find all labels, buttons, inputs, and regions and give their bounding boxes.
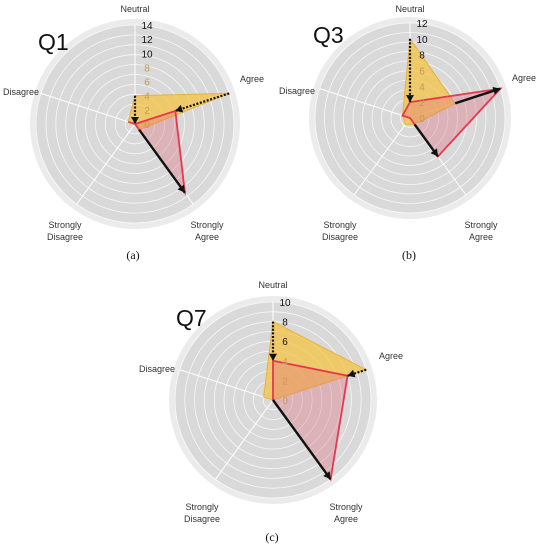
radial-tick-label: 10 (416, 35, 428, 46)
radial-tick-label: 4 (144, 92, 150, 103)
axis-label-agree: Agree (512, 73, 536, 83)
change-arrow-line (454, 87, 501, 105)
axis-label-neutral: Neutral (258, 280, 287, 290)
change-arrow-head (406, 95, 414, 103)
radial-tick-label: 8 (282, 318, 288, 329)
panel-title: Q7 (176, 305, 207, 331)
radial-tick-label: 10 (279, 298, 291, 309)
radial-tick-label: 2 (282, 376, 288, 387)
radial-tick-label: 14 (141, 21, 153, 32)
radar-spoke (319, 88, 411, 119)
radar-spoke (214, 399, 274, 480)
change-arrow-head (323, 471, 331, 480)
axis-label-strongly-agree: Strongly Agree (190, 220, 224, 242)
radial-tick-label: 2 (419, 98, 425, 109)
axis-label-strongly-disagree: Strongly Disagree (322, 220, 358, 242)
radial-tick-label: 0 (419, 114, 425, 125)
axis-label-agree: Agree (379, 351, 403, 361)
radar-panel-q7: 0 2 4 6 8 10 Neutral Agree Strongly Agree Strongly… (139, 280, 403, 544)
axis-label-disagree: Disagree (279, 86, 315, 96)
panel-title: Q3 (313, 22, 344, 48)
axis-label-strongly-agree: Strongly Agree (464, 220, 498, 242)
radial-tick-label: 4 (282, 357, 288, 368)
panel-title: Q1 (38, 29, 69, 55)
radial-tick-label: 6 (419, 67, 425, 78)
series-1-area (401, 37, 456, 125)
radial-tick-label: 12 (416, 19, 428, 30)
change-arrow-line (175, 92, 230, 112)
radial-tick-label: 8 (419, 51, 425, 62)
axis-label-neutral: Neutral (395, 4, 424, 14)
panel-caption: (b) (402, 248, 416, 262)
radar-spoke (40, 92, 136, 125)
axis-label-disagree: Disagree (139, 364, 175, 374)
radar-spoke (353, 117, 411, 196)
radial-tick-label: 2 (144, 106, 150, 117)
panel-caption: (a) (126, 248, 139, 262)
axis-label-disagree: Disagree (3, 87, 39, 97)
radar-spoke (76, 123, 136, 205)
radar-panel-q1: 0 2 4 6 8 10 12 14 Neutral Agree Strongly Agree Stro… (3, 4, 264, 262)
radial-tick-label: 8 (144, 63, 150, 74)
radial-tick-label: 4 (419, 82, 425, 93)
axis-label-strongly-disagree: Strongly Disagree (184, 502, 220, 524)
radial-tick-label: 12 (141, 35, 153, 46)
change-arrow-head (175, 104, 184, 113)
radial-tick-label: 0 (282, 396, 288, 407)
change-arrow-head (269, 353, 277, 361)
change-arrow-line (272, 399, 332, 480)
axis-label-strongly-disagree: Strongly Disagree (47, 220, 83, 242)
axis-label-neutral: Neutral (120, 4, 149, 14)
change-arrow-head (492, 87, 501, 95)
radial-tick-label: 0 (144, 120, 150, 131)
change-arrow-head (131, 117, 139, 124)
axis-label-strongly-agree: Strongly Agree (329, 502, 363, 524)
change-arrow-head (430, 148, 438, 157)
radar-spoke (179, 369, 274, 401)
change-arrow-head (347, 369, 356, 378)
radar-panel-q3: 0 2 4 6 8 10 12 Neutral Agree Strongly Agree Strong… (279, 4, 536, 262)
change-arrow-line (138, 129, 186, 194)
radial-tick-label: 6 (144, 78, 150, 89)
change-arrow-head (177, 184, 185, 193)
radial-tick-label: 6 (282, 337, 288, 348)
radial-tick-label: 10 (141, 49, 153, 60)
panel-caption: (c) (265, 530, 278, 544)
axis-label-agree: Agree (240, 74, 264, 84)
